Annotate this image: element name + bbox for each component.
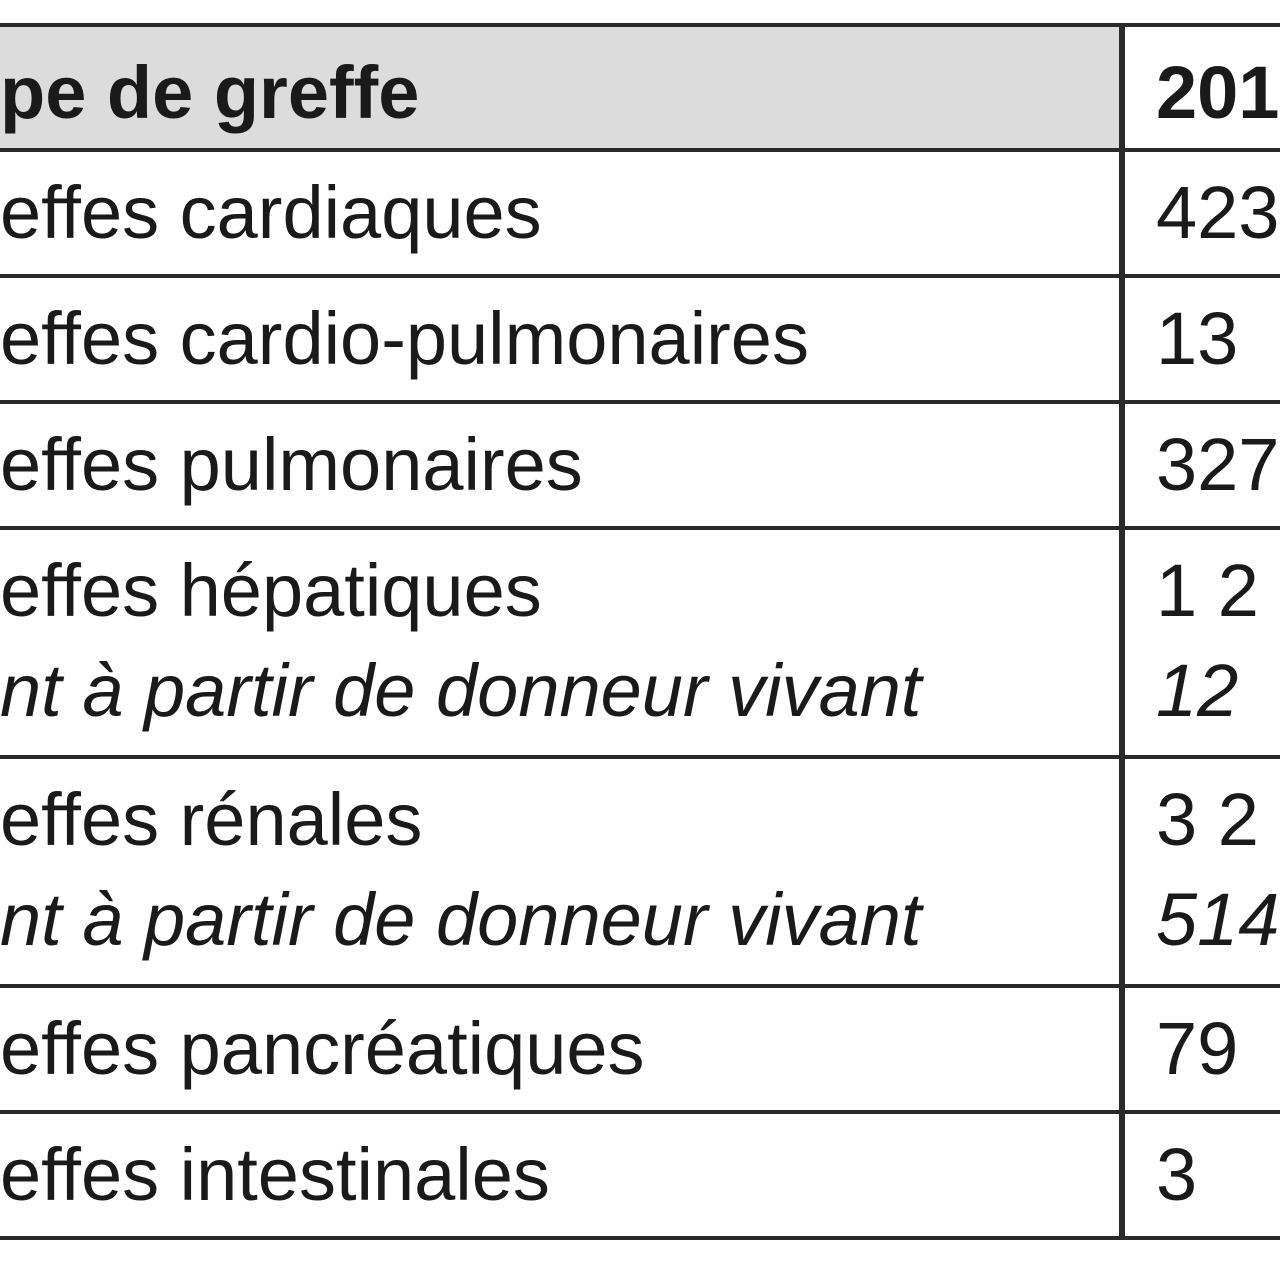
- row-value: 1 2: [1156, 549, 1259, 632]
- border: [0, 1110, 1280, 1114]
- row-label: effes cardio-pulmonaires: [0, 297, 809, 380]
- border: [0, 23, 1280, 27]
- row-label: effes intestinales: [0, 1133, 550, 1216]
- row-value: 13: [1156, 297, 1239, 380]
- row-value: 423: [1156, 171, 1280, 254]
- header-cell: 201: [1156, 51, 1280, 134]
- row-label: effes hépatiques: [0, 549, 542, 632]
- row-value: 3 2: [1156, 778, 1259, 861]
- row-sub-value: 514: [1156, 878, 1280, 961]
- header-background: [0, 27, 1119, 148]
- border: [0, 148, 1280, 152]
- header-cell: pe de greffe: [0, 51, 420, 134]
- row-label: effes pulmonaires: [0, 423, 583, 506]
- row-value: 327: [1156, 423, 1280, 506]
- column-divider: [1119, 23, 1125, 1240]
- border: [0, 400, 1280, 404]
- border: [0, 274, 1280, 278]
- row-label: effes cardiaques: [0, 171, 542, 254]
- row-sub-label: nt à partir de donneur vivant: [0, 878, 922, 961]
- row-value: 79: [1156, 1007, 1239, 1090]
- border: [0, 755, 1280, 759]
- border: [0, 1236, 1280, 1240]
- border: [0, 984, 1280, 988]
- row-label: effes rénales: [0, 778, 423, 861]
- row-sub-value: 12: [1156, 649, 1239, 732]
- border: [0, 526, 1280, 530]
- row-value: 3: [1156, 1133, 1198, 1216]
- row-sub-label: nt à partir de donneur vivant: [0, 649, 922, 732]
- row-label: effes pancréatiques: [0, 1007, 645, 1090]
